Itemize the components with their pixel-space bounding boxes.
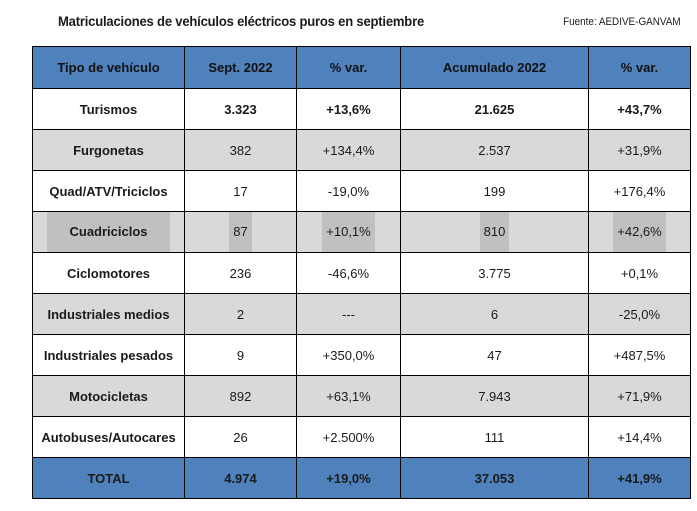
cell-acumulado: 810 <box>400 211 589 253</box>
header-var-acum: % var. <box>588 46 691 89</box>
cell-acumulado: 6 <box>400 293 589 335</box>
cell-var-acum: +42,6% <box>588 211 691 253</box>
table-row: Cuadriciclos 87 +10,1% 810 +42,6% <box>32 211 691 253</box>
cell-sept: 2 <box>184 293 297 335</box>
cell-acumulado: 2.537 <box>400 129 589 171</box>
table-row: Quad/ATV/Triciclos 17 -19,0% 199 +176,4% <box>32 170 691 212</box>
cell-sept: 892 <box>184 375 297 417</box>
cell-sept: 9 <box>184 334 297 376</box>
registrations-table: Tipo de vehículo Sept. 2022 % var. Acumu… <box>32 46 691 499</box>
cell-acumulado: 3.775 <box>400 252 589 294</box>
cell-tipo: Turismos <box>32 88 185 130</box>
cell-sept: 3.323 <box>184 88 297 130</box>
highlighted-text: +10,1% <box>322 212 375 252</box>
cell-tipo: Autobuses/Autocares <box>32 416 185 458</box>
cell-var-acum: +0,1% <box>588 252 691 294</box>
cell-var-acum: +487,5% <box>588 334 691 376</box>
source-note: Fuente: AEDIVE-GANVAM <box>563 16 681 28</box>
total-sept: 4.974 <box>184 457 297 499</box>
table-row: Motocicletas 892 +63,1% 7.943 +71,9% <box>32 375 691 417</box>
header-row: Tipo de vehículo Sept. 2022 % var. Acumu… <box>32 46 691 89</box>
cell-acumulado: 21.625 <box>400 88 589 130</box>
highlighted-text: Cuadriciclos <box>47 212 170 252</box>
total-row: TOTAL 4.974 +19,0% 37.053 +41,9% <box>32 457 691 499</box>
cell-var-sept: -19,0% <box>296 170 401 212</box>
cell-acumulado: 7.943 <box>400 375 589 417</box>
cell-var-sept: +2.500% <box>296 416 401 458</box>
cell-sept: 17 <box>184 170 297 212</box>
cell-sept: 236 <box>184 252 297 294</box>
cell-var-sept: +13,6% <box>296 88 401 130</box>
table-row: Industriales pesados 9 +350,0% 47 +487,5… <box>32 334 691 376</box>
cell-var-acum: +14,4% <box>588 416 691 458</box>
header-sept: Sept. 2022 <box>184 46 297 89</box>
cell-var-sept: --- <box>296 293 401 335</box>
cell-var-sept: +10,1% <box>296 211 401 253</box>
header-var-sept: % var. <box>296 46 401 89</box>
cell-tipo: Quad/ATV/Triciclos <box>32 170 185 212</box>
cell-sept: 26 <box>184 416 297 458</box>
cell-var-sept: +350,0% <box>296 334 401 376</box>
cell-var-sept: -46,6% <box>296 252 401 294</box>
cell-var-acum: -25,0% <box>588 293 691 335</box>
cell-var-acum: +176,4% <box>588 170 691 212</box>
total-var-acum: +41,9% <box>588 457 691 499</box>
total-acumulado: 37.053 <box>400 457 589 499</box>
cell-tipo: Ciclomotores <box>32 252 185 294</box>
cell-tipo: Motocicletas <box>32 375 185 417</box>
table-row: Industriales medios 2 --- 6 -25,0% <box>32 293 691 335</box>
header-tipo: Tipo de vehículo <box>32 46 185 89</box>
cell-tipo: Industriales pesados <box>32 334 185 376</box>
highlighted-text: +42,6% <box>613 212 666 252</box>
cell-var-acum: +71,9% <box>588 375 691 417</box>
table-row: Ciclomotores 236 -46,6% 3.775 +0,1% <box>32 252 691 294</box>
cell-tipo: Industriales medios <box>32 293 185 335</box>
cell-var-sept: +63,1% <box>296 375 401 417</box>
header-acumulado: Acumulado 2022 <box>400 46 589 89</box>
cell-acumulado: 47 <box>400 334 589 376</box>
cell-tipo: Furgonetas <box>32 129 185 171</box>
cell-acumulado: 111 <box>400 416 589 458</box>
table-title: Matriculaciones de vehículos eléctricos … <box>58 13 425 29</box>
table-row: Autobuses/Autocares 26 +2.500% 111 +14,4… <box>32 416 691 458</box>
cell-var-acum: +43,7% <box>588 88 691 130</box>
table-row: Furgonetas 382 +134,4% 2.537 +31,9% <box>32 129 691 171</box>
cell-var-sept: +134,4% <box>296 129 401 171</box>
total-tipo: TOTAL <box>32 457 185 499</box>
cell-var-acum: +31,9% <box>588 129 691 171</box>
cell-sept: 87 <box>184 211 297 253</box>
table-row: Turismos 3.323 +13,6% 21.625 +43,7% <box>32 88 691 130</box>
cell-acumulado: 199 <box>400 170 589 212</box>
cell-tipo: Cuadriciclos <box>32 211 185 253</box>
total-var-sept: +19,0% <box>296 457 401 499</box>
highlighted-text: 87 <box>229 212 252 252</box>
cell-sept: 382 <box>184 129 297 171</box>
highlighted-text: 810 <box>479 212 510 252</box>
